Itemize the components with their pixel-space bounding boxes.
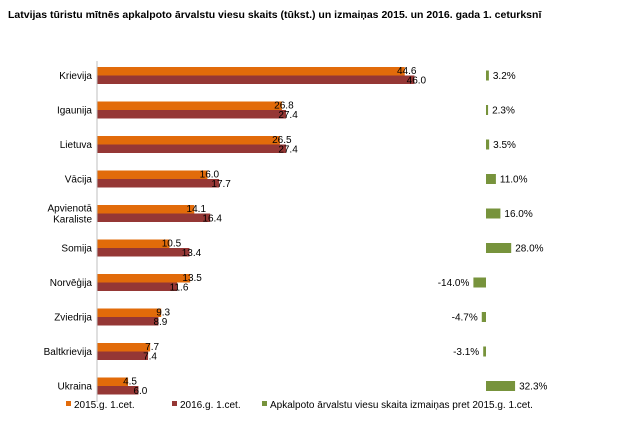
data-label-change: 2.3% [492, 106, 515, 117]
data-label-2015: 14.1 [187, 204, 207, 215]
bar-2016 [97, 75, 415, 84]
bar-2016 [97, 179, 220, 188]
category-label: Zviedrija [54, 313, 92, 324]
category-label-line: Norvēģija [50, 276, 93, 289]
category-label-line: Ukraina [58, 382, 93, 393]
bar-2016 [97, 386, 139, 395]
data-label-2016: 46.0 [407, 76, 427, 87]
bar-2015 [97, 67, 405, 76]
bar-2016 [97, 351, 149, 360]
data-label-2015: 26.8 [274, 101, 294, 112]
chart-title: Latvijas tūristu mītnēs apkalpoto ārvals… [8, 9, 542, 21]
data-label-2016: 27.4 [278, 110, 298, 121]
data-label-change: 16.0% [504, 209, 532, 220]
bar-change [486, 208, 501, 219]
category-label-line: Vācija [65, 175, 93, 186]
data-label-change: -3.1% [453, 347, 479, 358]
legend-swatch [172, 401, 177, 406]
bar-change [473, 277, 486, 288]
bar-2015 [97, 170, 208, 179]
bar-2016 [97, 213, 211, 222]
bar-change [486, 174, 496, 184]
bar-change [486, 105, 489, 115]
bar-2015 [97, 101, 282, 110]
bar-change [486, 243, 512, 253]
legend-swatch [262, 401, 267, 406]
data-label-change: 32.3% [519, 382, 547, 393]
bar-2015 [97, 343, 151, 352]
bar-change [486, 381, 516, 391]
category-label: Lietuva [60, 140, 93, 151]
data-label-2016: 17.7 [211, 179, 231, 190]
data-label-change: -14.0% [438, 278, 470, 289]
bar-2015 [97, 274, 191, 283]
category-label-line: Baltkrievija [44, 347, 93, 358]
bar-2015 [97, 136, 280, 145]
category-label: Ukraina [58, 382, 93, 393]
data-label-2015: 16.0 [200, 170, 220, 181]
data-label-2015: 4.5 [123, 377, 137, 388]
bar-2015 [97, 205, 195, 214]
bar-2016 [97, 282, 178, 291]
category-label-line: Lietuva [60, 140, 93, 151]
bar-change [481, 312, 486, 322]
bar-2016 [97, 110, 287, 119]
chart-legend: 2015.g. 1.cet. 2016.g. 1.cet. Apkalpoto ār… [66, 400, 533, 411]
data-label-2016: 27.4 [278, 145, 298, 156]
category-label: Baltkrievija [44, 347, 93, 358]
data-label-change: 11.0% [500, 175, 528, 186]
bar-change [483, 346, 486, 357]
data-label-change: 3.5% [493, 140, 516, 151]
data-label-2016: 7.4 [143, 352, 157, 363]
bar-2016 [97, 317, 159, 326]
data-label-2016: 16.4 [202, 214, 222, 225]
data-label-2016: 13.4 [182, 248, 202, 259]
category-label: Igaunija [57, 106, 92, 117]
category-label-line: Apvienotā [48, 204, 93, 215]
data-label-2016: 6.0 [133, 386, 147, 397]
bar-2015 [97, 377, 129, 386]
data-label-change: 3.2% [493, 71, 516, 82]
bar-change [486, 70, 489, 81]
bar-2016 [97, 248, 190, 257]
category-label: Somija [61, 244, 92, 255]
category-label-line: Somija [61, 244, 92, 255]
data-label-2015: 7.7 [145, 342, 159, 353]
data-label-2015: 26.5 [272, 135, 292, 146]
category-label: Krievija [59, 71, 92, 82]
data-label-2016: 11.6 [170, 283, 189, 294]
category-label-line: Igaunija [57, 106, 92, 117]
data-label-2015: 44.6 [397, 66, 417, 77]
bar-2016 [97, 144, 287, 153]
category-label: Apvienotā Karaliste [48, 204, 93, 226]
data-label-2015: 13.5 [182, 273, 202, 284]
legend-label: 2015.g. 1.cet. [74, 400, 135, 411]
data-label-2015: 9.3 [156, 308, 170, 319]
bar-2015 [97, 239, 170, 248]
bar-change [486, 139, 490, 150]
data-label-change: 28.0% [515, 244, 543, 255]
data-label-2015: 10.5 [162, 239, 182, 250]
legend-label: 2016.g. 1.cet. [180, 400, 241, 411]
category-label-line: Karaliste [53, 215, 92, 226]
legend-swatch [66, 401, 71, 406]
chart-marks: Krievija 44.646.0 3.2%Igaunija 26.827.4 2.3%… [44, 61, 548, 402]
category-label: Norvēģija [50, 276, 93, 289]
data-label-2016: 8.9 [153, 317, 167, 328]
bar-2015 [97, 308, 162, 317]
legend-label: Apkalpoto ārvalstu viesu skaita izmaiņas… [270, 400, 533, 411]
data-label-change: -4.7% [452, 313, 478, 324]
category-label: Vācija [65, 175, 93, 186]
category-label-line: Krievija [59, 71, 92, 82]
category-label-line: Zviedrija [54, 313, 92, 324]
